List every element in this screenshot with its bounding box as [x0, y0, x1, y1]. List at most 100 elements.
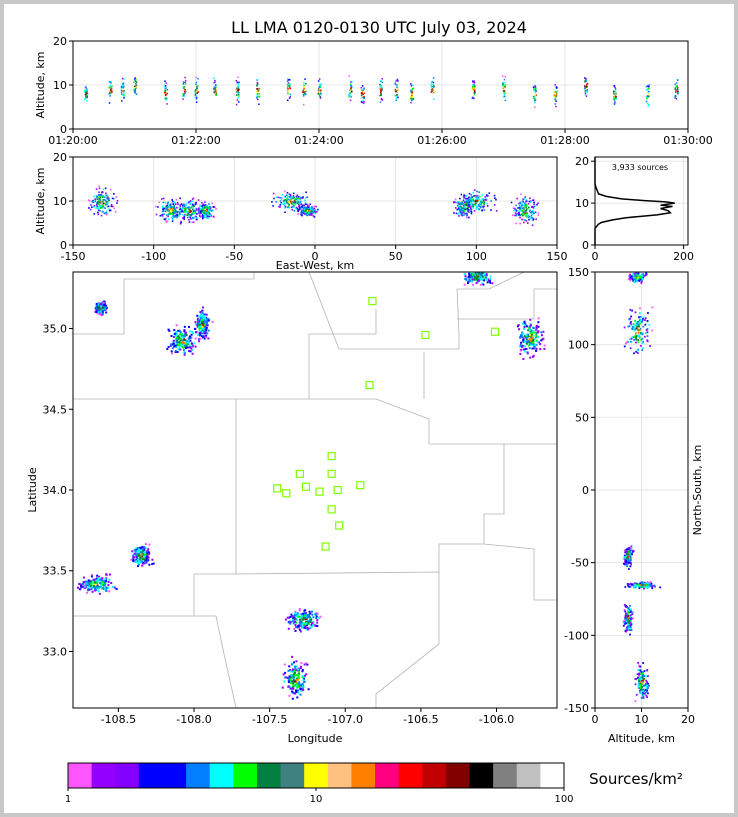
source-mark — [108, 573, 111, 576]
source-mark — [644, 274, 647, 277]
source-mark — [304, 199, 306, 201]
source-mark — [468, 205, 470, 208]
source-mark — [315, 205, 317, 208]
source-mark — [641, 581, 644, 584]
source-mark — [646, 685, 649, 688]
source-mark — [284, 190, 286, 193]
source-mark — [525, 203, 528, 206]
source-mark — [164, 206, 167, 209]
source-mark — [296, 198, 299, 201]
source-mark — [258, 103, 260, 106]
source-mark — [536, 331, 539, 334]
source-mark — [637, 681, 640, 683]
source-mark — [531, 213, 534, 216]
source-mark — [645, 100, 648, 103]
source-mark — [237, 89, 240, 92]
source-mark — [628, 548, 631, 551]
source-mark — [183, 205, 186, 208]
y-tick-label: -50 — [571, 557, 589, 570]
source-mark — [134, 88, 137, 90]
source-mark — [121, 84, 124, 87]
source-mark — [299, 667, 302, 670]
source-mark — [294, 614, 297, 617]
source-mark — [291, 201, 294, 203]
source-mark — [674, 91, 677, 94]
source-mark — [201, 217, 204, 220]
source-mark — [479, 276, 482, 279]
source-mark — [584, 77, 586, 79]
source-mark — [630, 275, 633, 277]
colorbar-swatch — [162, 763, 187, 788]
source-mark — [133, 89, 135, 91]
source-mark — [649, 345, 651, 347]
source-mark — [235, 103, 238, 106]
source-mark — [197, 322, 200, 325]
source-mark — [205, 213, 208, 216]
source-mark — [297, 672, 300, 675]
source-mark — [303, 86, 305, 89]
source-mark — [478, 205, 480, 208]
source-mark — [302, 93, 305, 96]
source-mark — [641, 319, 644, 322]
source-mark — [205, 317, 208, 320]
source-mark — [289, 196, 292, 198]
source-mark — [363, 102, 365, 105]
source-mark — [528, 215, 531, 218]
source-mark — [296, 696, 299, 699]
source-mark — [185, 346, 188, 349]
source-mark — [188, 221, 191, 223]
source-mark — [95, 579, 98, 582]
source-mark — [530, 216, 533, 219]
source-mark — [470, 201, 472, 203]
source-mark — [94, 310, 97, 313]
source-mark — [107, 581, 110, 584]
source-mark — [485, 278, 488, 281]
source-mark — [637, 276, 640, 279]
source-mark — [93, 200, 95, 203]
source-mark — [196, 324, 199, 327]
source-mark — [130, 558, 133, 561]
source-mark — [95, 589, 98, 592]
source-mark — [631, 553, 633, 556]
source-mark — [462, 211, 465, 214]
source-mark — [503, 92, 505, 94]
source-mark — [634, 278, 637, 281]
source-mark — [624, 630, 627, 632]
altitude-histogram-axes — [594, 156, 689, 246]
source-mark — [85, 92, 87, 94]
source-mark — [108, 199, 110, 202]
source-mark — [199, 331, 202, 334]
source-mark — [473, 93, 476, 96]
source-mark — [643, 675, 646, 678]
source-mark — [169, 204, 171, 207]
source-mark — [194, 96, 197, 99]
source-mark — [537, 341, 540, 344]
source-mark — [195, 208, 198, 210]
source-mark — [529, 332, 532, 335]
source-mark — [307, 688, 310, 691]
source-mark — [301, 211, 304, 213]
source-mark — [109, 188, 112, 191]
source-mark — [123, 85, 125, 88]
source-mark — [311, 613, 314, 616]
source-mark — [302, 103, 305, 106]
source-mark — [537, 212, 540, 214]
source-mark — [98, 581, 101, 584]
source-mark — [165, 87, 167, 89]
source-mark — [555, 100, 557, 102]
source-mark — [473, 83, 475, 86]
source-mark — [294, 201, 296, 203]
source-mark — [317, 80, 320, 82]
source-mark — [172, 335, 175, 338]
source-mark — [104, 302, 107, 305]
source-mark — [186, 346, 189, 349]
source-mark — [203, 212, 206, 214]
source-mark — [362, 99, 364, 102]
source-mark — [627, 615, 630, 617]
source-mark — [475, 202, 478, 204]
source-mark — [173, 345, 176, 348]
source-mark — [630, 545, 633, 548]
source-mark — [304, 625, 307, 628]
source-mark — [467, 206, 470, 209]
source-mark — [363, 87, 365, 89]
